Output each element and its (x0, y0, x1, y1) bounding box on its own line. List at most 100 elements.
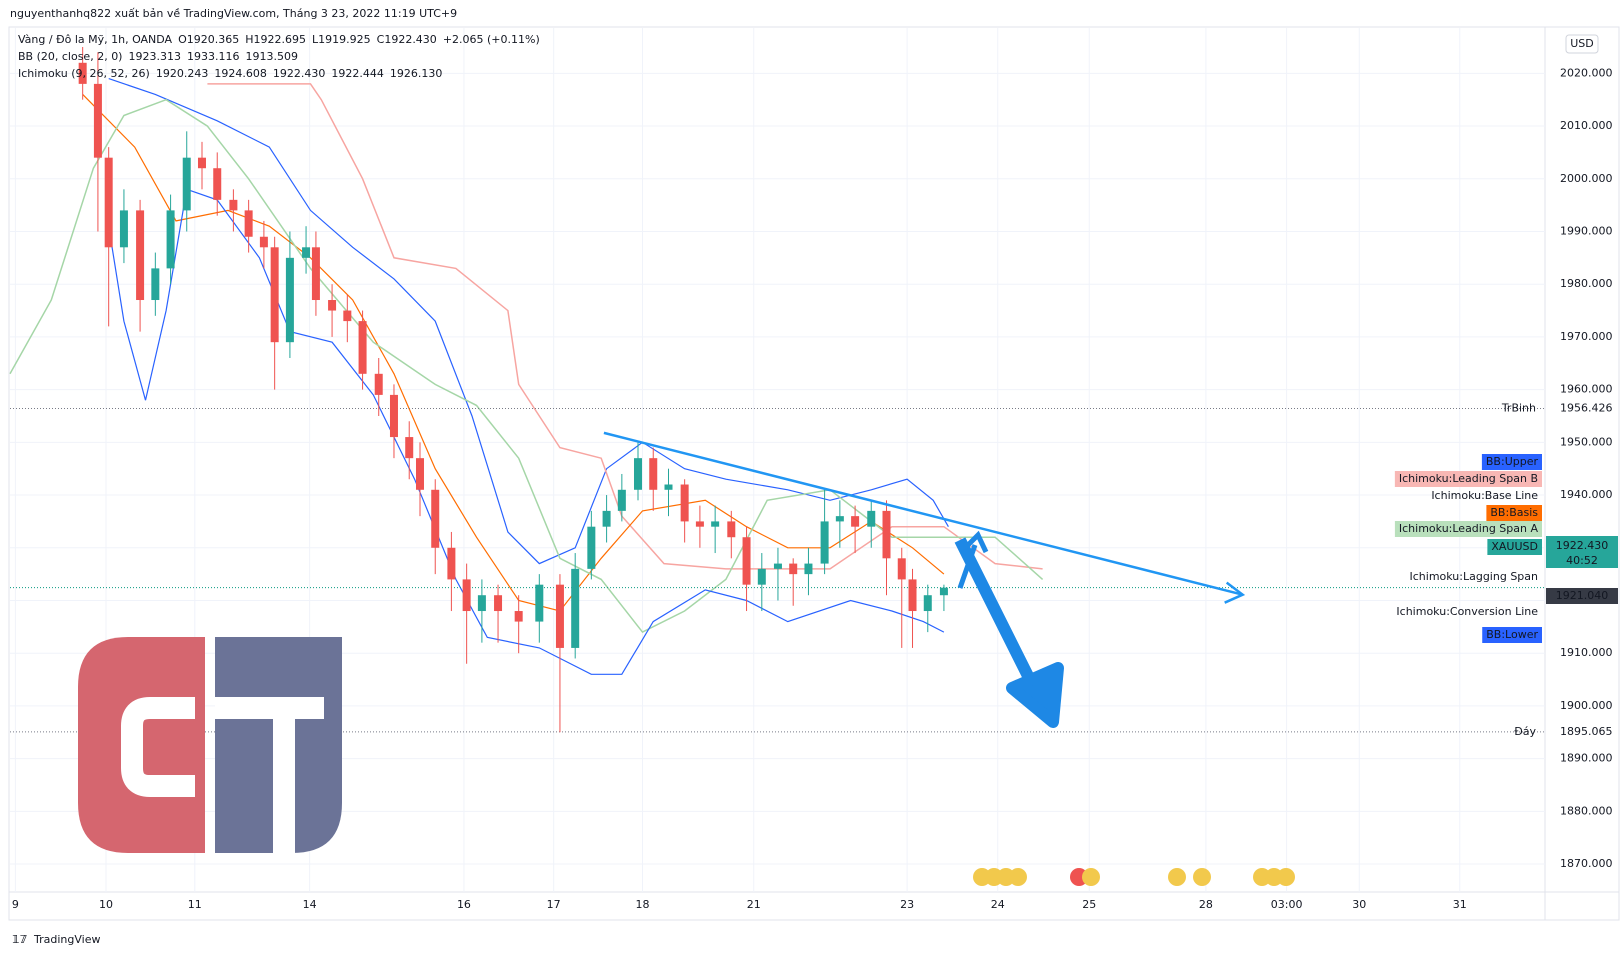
candle-body (633, 458, 642, 490)
candle-body (695, 521, 704, 527)
event-icon (1168, 868, 1186, 886)
x-tick-label: 10 (99, 898, 113, 911)
horizontal-line-name: Đáy (1514, 725, 1536, 738)
candle-body (804, 563, 813, 575)
x-tick-label: 21 (747, 898, 761, 911)
x-tick-label: 16 (457, 898, 471, 911)
candle-body (820, 521, 829, 564)
event-icons (973, 868, 1295, 886)
candle-body (415, 458, 424, 490)
scale-label: Ichimoku:Leading Span B (1399, 472, 1538, 485)
candle-body (897, 558, 906, 580)
last-price-box (1546, 536, 1618, 568)
y-tick-label: 1990.000 (1560, 224, 1613, 237)
x-tick-label: 23 (900, 898, 914, 911)
candle-body (617, 489, 626, 511)
event-icon (1009, 868, 1027, 886)
last-price: 1922.430 (1556, 539, 1609, 552)
y-tick-label: 1940.000 (1560, 488, 1613, 501)
scale-label-box (1394, 471, 1542, 487)
candle-body (835, 516, 844, 522)
scale-label: BB:Lower (1486, 628, 1538, 641)
event-icon (1082, 868, 1100, 886)
scale-label: XAUUSD (1491, 540, 1538, 553)
y-tick-label: 1980.000 (1560, 277, 1613, 290)
y-tick-label: 1910.000 (1560, 646, 1613, 659)
candle-body (447, 547, 456, 580)
logo (78, 637, 342, 853)
y-tick-label: 2000.000 (1560, 172, 1613, 185)
x-tick-label: 24 (991, 898, 1005, 911)
candle-body (882, 510, 891, 559)
candle-body (311, 247, 320, 301)
candle-body (514, 611, 523, 622)
candle-body (535, 584, 544, 622)
x-tick-label: 30 (1352, 898, 1366, 911)
legend-item: 1922.444 (331, 67, 384, 80)
candle-body (229, 199, 238, 211)
marker-price: 1921.040 (1556, 589, 1609, 602)
currency[interactable]: USD (1570, 37, 1594, 50)
event-icon (1277, 868, 1295, 886)
candle-body (119, 210, 128, 248)
currency-button[interactable] (1565, 34, 1599, 54)
legend-item: O1920.365 (178, 33, 239, 46)
candle-body (166, 210, 175, 269)
y-tick-label: 1880.000 (1560, 804, 1613, 817)
scale-label: Ichimoku:Conversion Line (1396, 605, 1538, 618)
legend-item: L1919.925 (312, 33, 371, 46)
x-tick-label: 11 (188, 898, 202, 911)
candle-body (259, 236, 268, 248)
scale-label-box (1486, 505, 1542, 521)
down-arrow (954, 537, 1064, 728)
candle-body (462, 579, 471, 612)
scale-label-box (1487, 539, 1542, 555)
candle-body (649, 458, 658, 490)
candle-body (757, 568, 766, 585)
scale-label: Ichimoku:Leading Span A (1399, 522, 1539, 535)
legend-item: +2.065 (+0.11%) (443, 33, 540, 46)
candle-body (136, 210, 145, 301)
countdown: 40:52 (1566, 554, 1598, 567)
candle-body (213, 168, 222, 200)
candle-body (587, 526, 596, 569)
y-tick-label: 1890.000 (1560, 752, 1613, 765)
candle-body (742, 537, 751, 585)
frame (8, 26, 1620, 921)
candle-body (789, 563, 798, 575)
x-tick-label: 18 (635, 898, 649, 911)
y-tick-label: 1970.000 (1560, 330, 1613, 343)
scale-label-box (1394, 521, 1542, 537)
scale-label: Ichimoku:Lagging Span (1410, 570, 1539, 583)
y-tick-label: 1950.000 (1560, 435, 1613, 448)
candle-body (939, 587, 948, 596)
legend-item: 1920.243 (156, 67, 209, 80)
footer: TradingView (33, 933, 100, 946)
candle-body (405, 437, 414, 459)
candle-body (571, 568, 580, 648)
legend-item: BB (20, close, 2, 0) (18, 50, 122, 63)
legend-item: Ichimoku (9, 26, 52, 26) (18, 67, 150, 80)
candle-body (851, 516, 860, 527)
candle-body (389, 394, 398, 438)
scale-label: BB:Basis (1490, 506, 1538, 519)
up-arrow (957, 530, 989, 589)
candle-body (78, 62, 87, 84)
horizontal-line-name: TrBinh (1501, 401, 1536, 414)
y-tick-label: 2020.000 (1560, 66, 1613, 79)
marker-price-box (1546, 588, 1618, 604)
plot: 2020.000 2010.000 2000.000 1990.000 1980.000… (9, 28, 1613, 911)
x-tick-label: 25 (1082, 898, 1096, 911)
footer-logo: 𝟙𝟟 (12, 933, 27, 946)
candle-body (343, 310, 352, 322)
candle-body (358, 321, 367, 374)
candle-body (328, 300, 337, 311)
candle-body (477, 595, 486, 612)
legend-item: 1922.430 (273, 67, 326, 80)
scale-label: BB:Upper (1486, 455, 1539, 468)
candle-body (727, 521, 736, 538)
scale-label-box (1481, 454, 1542, 470)
x-tick-label: 14 (303, 898, 317, 911)
